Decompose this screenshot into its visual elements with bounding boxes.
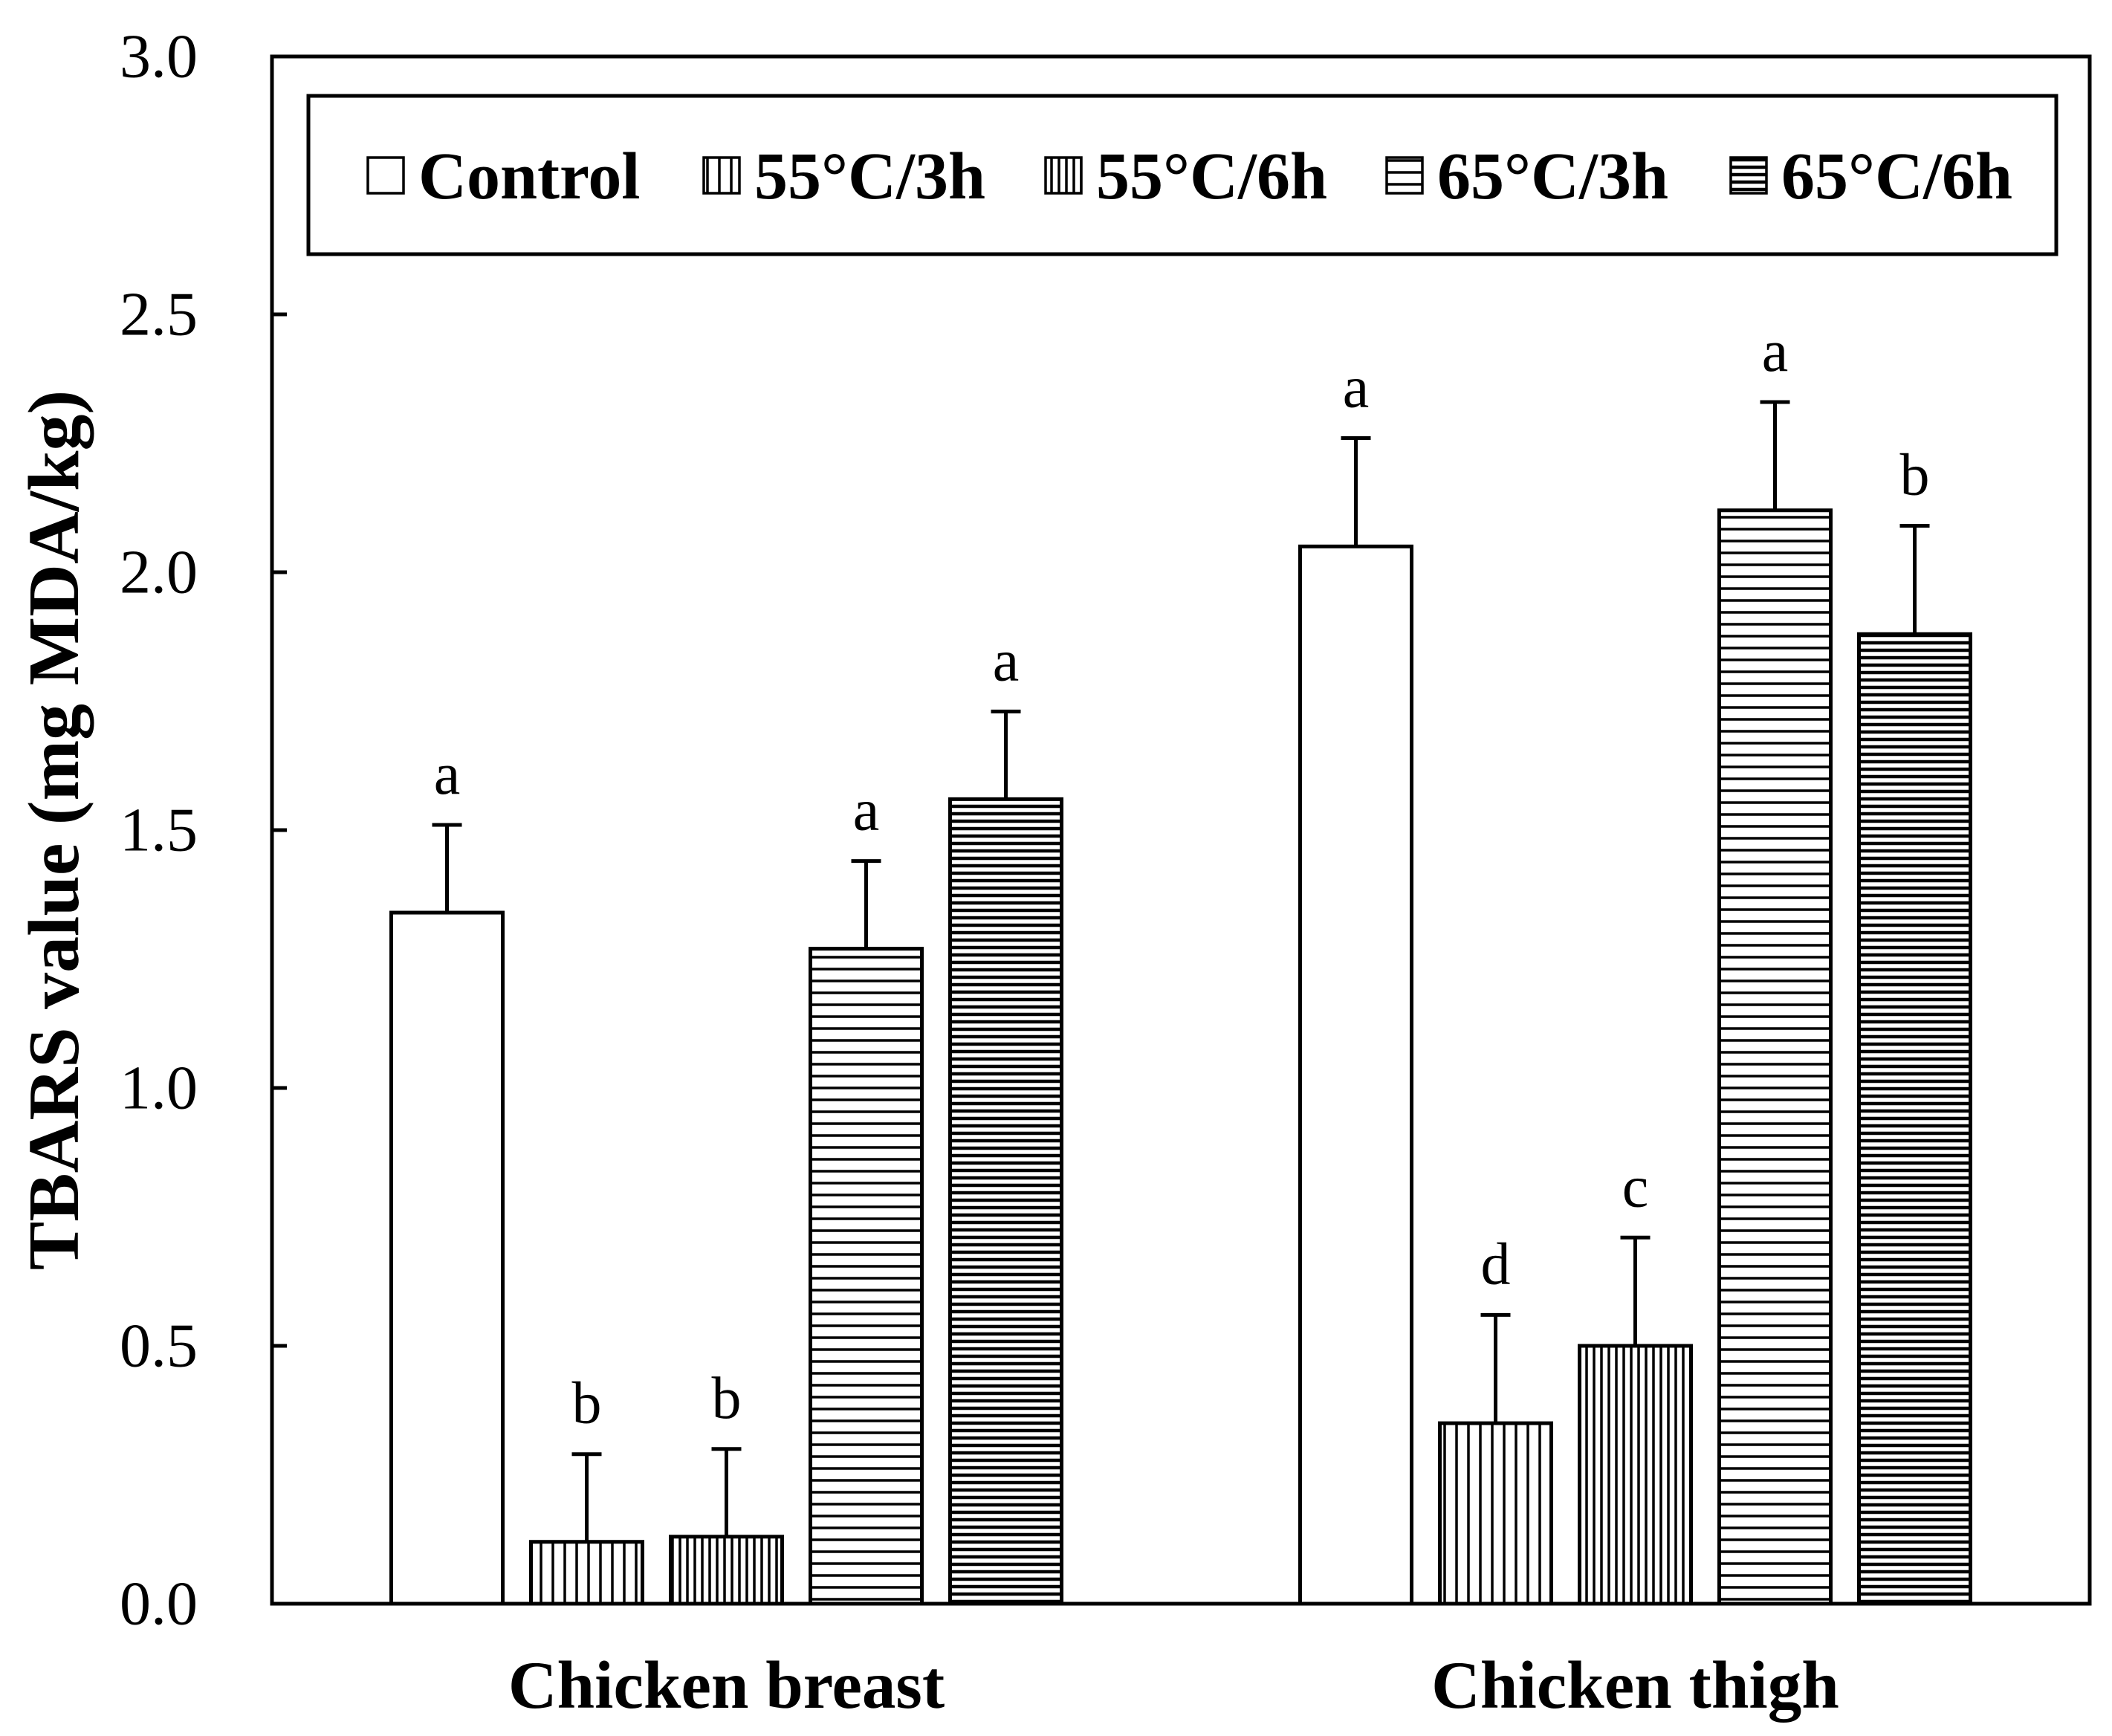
y-tick-label: 0.5 xyxy=(120,1312,198,1381)
error-bar-chicken-thigh-55-c-6h xyxy=(1620,1235,1651,1346)
y-tick-label: 0.0 xyxy=(120,1570,198,1639)
significance-labels-layer: a b b a a a d c a b xyxy=(434,319,1930,1437)
error-bar-chicken-thigh-65-c-6h xyxy=(1899,524,1930,635)
significance-label-chicken-thigh-65-c-6h: b xyxy=(1900,443,1930,508)
significance-label-chicken-breast-65-c-3h: a xyxy=(853,778,880,843)
bar-chicken-thigh-control xyxy=(1298,544,1413,1606)
error-bar-chicken-breast-control xyxy=(432,823,462,913)
significance-label-chicken-breast-55-c-6h: b xyxy=(712,1366,742,1431)
bar-chicken-thigh-65-c-6h xyxy=(1857,632,1972,1606)
legend-swatch-55-c-6h xyxy=(1044,156,1083,195)
x-axis-category-labels: Chicken breast Chicken thigh xyxy=(508,1648,1839,1723)
significance-label-chicken-breast-control: a xyxy=(434,742,461,807)
legend-label-55-c-6h: 55°C/6h xyxy=(1096,140,1327,213)
y-axis-label: TBARS value (mg MDA/kg) xyxy=(14,390,94,1270)
significance-label-chicken-thigh-55-c-6h: c xyxy=(1622,1154,1649,1220)
legend-label-65-c-3h: 65°C/3h xyxy=(1437,140,1668,213)
y-tick-label: 1.0 xyxy=(120,1054,198,1123)
significance-label-chicken-thigh-control: a xyxy=(1343,355,1370,421)
y-tick-label: 2.0 xyxy=(120,538,198,607)
y-tick-label: 1.5 xyxy=(120,796,198,865)
legend-label-65-c-6h: 65°C/6h xyxy=(1781,140,2012,213)
error-bar-chicken-breast-65-c-3h xyxy=(851,859,881,949)
bar-chicken-thigh-55-c-3h xyxy=(1438,1421,1553,1606)
legend-swatch-65-c-3h xyxy=(1385,156,1424,195)
significance-label-chicken-thigh-65-c-3h: a xyxy=(1762,319,1789,384)
significance-label-chicken-breast-55-c-3h: b xyxy=(572,1371,602,1437)
legend-swatch-control xyxy=(366,156,405,195)
bar-chicken-breast-65-c-3h xyxy=(809,947,924,1606)
legend-label-55-c-3h: 55°C/3h xyxy=(754,140,985,213)
x-category-label-chicken-thigh: Chicken thigh xyxy=(1431,1648,1839,1723)
y-axis-ticks: 0.0 0.5 1.0 1.5 2.0 2.5 3.0 xyxy=(120,22,287,1639)
bar-chicken-breast-65-c-6h xyxy=(948,797,1063,1606)
error-bar-chicken-breast-55-c-3h xyxy=(571,1452,602,1542)
x-category-label-chicken-breast: Chicken breast xyxy=(508,1648,945,1723)
bar-chicken-breast-55-c-3h xyxy=(529,1540,644,1606)
y-tick-label: 3.0 xyxy=(120,22,198,91)
legend-swatch-65-c-6h xyxy=(1729,156,1768,195)
legend-swatch-55-c-3h xyxy=(702,156,741,195)
bar-chicken-thigh-65-c-3h xyxy=(1717,508,1833,1606)
error-bar-chicken-breast-55-c-6h xyxy=(711,1447,742,1537)
error-bars-layer xyxy=(432,400,1930,1542)
y-tick-label: 2.5 xyxy=(120,280,198,349)
error-bar-chicken-breast-65-c-6h xyxy=(991,709,1021,800)
significance-label-chicken-breast-65-c-6h: a xyxy=(993,628,1020,693)
error-bar-chicken-thigh-55-c-3h xyxy=(1480,1312,1511,1424)
significance-label-chicken-thigh-55-c-3h: d xyxy=(1481,1231,1511,1297)
legend-items: Control 55°C/3h 55°C/6h 65°C/3h 65°C/6h xyxy=(366,140,2012,213)
error-bar-chicken-thigh-control xyxy=(1341,436,1371,547)
bars-layer xyxy=(389,508,1972,1606)
bar-chicken-breast-control xyxy=(389,910,505,1606)
legend: Control 55°C/3h 55°C/6h 65°C/3h 65°C/6h xyxy=(306,94,2058,256)
legend-label-control: Control xyxy=(418,140,640,213)
bar-chicken-breast-55-c-6h xyxy=(669,1535,784,1606)
error-bar-chicken-thigh-65-c-3h xyxy=(1760,400,1790,511)
bar-chicken-thigh-55-c-6h xyxy=(1578,1344,1693,1606)
